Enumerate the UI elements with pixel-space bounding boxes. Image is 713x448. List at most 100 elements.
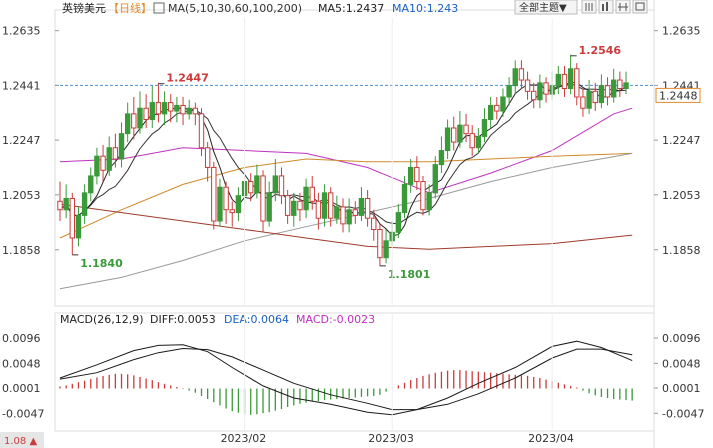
ma-legend-label: MA(5,10,30,60,100,200) — [168, 2, 302, 15]
candle-body — [574, 68, 580, 98]
ma-toggle-icon[interactable] — [153, 2, 165, 14]
table-icon[interactable] — [615, 0, 631, 14]
candle-body — [567, 68, 574, 90]
candle-body — [235, 195, 242, 214]
current-price-label: 1.2448 — [659, 89, 698, 102]
candle-body — [297, 200, 303, 211]
candle-body — [407, 166, 414, 185]
candle-body — [315, 200, 322, 219]
price-tick-label: 1.2247 — [662, 134, 701, 147]
candle-body — [512, 68, 518, 87]
candle-body — [500, 96, 506, 112]
candle-body — [223, 186, 229, 211]
candle-body — [217, 186, 223, 222]
candle-body — [555, 73, 562, 87]
candle-body — [168, 102, 174, 112]
candle-body — [531, 90, 537, 101]
grid-icon[interactable] — [581, 0, 597, 14]
candle-body — [112, 147, 119, 160]
theme-button-label: 全部主题▼ — [519, 1, 567, 14]
candle-body — [57, 200, 63, 211]
candle-body — [284, 195, 291, 216]
macd-tick-label-left: -0.0047 — [2, 407, 44, 420]
candle-body — [537, 82, 543, 101]
candle-body — [272, 175, 279, 194]
candle-body — [100, 155, 106, 171]
period-label[interactable]: 【日线】 — [108, 1, 152, 15]
candle-body — [432, 164, 438, 194]
annotation-label: 1.2447 — [166, 72, 208, 85]
x-tick-label: 2023/03 — [368, 432, 414, 445]
price-tick-label-left: 1.2053 — [2, 189, 41, 202]
candle-body — [266, 192, 272, 222]
ma100-line — [59, 152, 633, 290]
candle-body — [192, 107, 199, 115]
candle-body — [291, 200, 297, 216]
candle-body — [420, 181, 426, 211]
candle-body — [494, 104, 500, 112]
symbol-label: 英镑美元 — [62, 1, 106, 15]
macd-tick-label: 0.0048 — [662, 357, 701, 370]
macd-value: MACD:-0.0023 — [296, 313, 375, 326]
macd-tick-label: 0.0001 — [662, 382, 701, 395]
theme-button[interactable]: 全部主题▼ — [514, 0, 578, 15]
candle-body — [451, 127, 457, 143]
candle-body — [371, 217, 377, 231]
candle-body — [481, 119, 488, 137]
candle-body — [414, 166, 420, 183]
bar-chart-icon[interactable] — [598, 0, 614, 14]
x-tick-label: 2023/04 — [528, 432, 574, 445]
price-tick-label-left: 1.2635 — [2, 25, 41, 38]
candle-body — [260, 175, 266, 222]
price-tick-label-left: 1.2441 — [2, 79, 41, 92]
candle-body — [518, 68, 525, 81]
price-tick-label: 1.1858 — [662, 244, 701, 257]
candle-body — [346, 209, 352, 225]
candle-body — [487, 104, 494, 121]
candle-body — [604, 85, 611, 98]
ma60-line — [59, 152, 633, 239]
candle-body — [81, 192, 88, 216]
candle-body — [617, 79, 623, 90]
candle-body — [334, 206, 340, 219]
candle-body — [94, 155, 100, 177]
candle-body — [506, 85, 512, 98]
candle-body — [469, 133, 475, 149]
candle-body — [254, 175, 260, 194]
candle-body — [149, 102, 155, 121]
candle-body — [180, 104, 186, 115]
candle-body — [278, 175, 285, 197]
candle-body — [543, 82, 549, 95]
price-panel-frame — [54, 9, 655, 307]
candle-body — [63, 197, 69, 211]
price-tick-label-left: 1.1858 — [2, 244, 41, 257]
price-tick-label: 1.2053 — [662, 189, 701, 202]
layout-icon[interactable] — [632, 0, 648, 14]
candle-body — [186, 107, 192, 115]
candle-body — [358, 197, 365, 216]
candle-body — [229, 209, 235, 214]
macd-tick-label: 0.0096 — [662, 332, 701, 345]
candle-body — [118, 133, 125, 160]
candle-body — [401, 183, 408, 214]
candle-body — [598, 85, 605, 104]
candle-body — [561, 73, 568, 90]
candle-body — [124, 113, 131, 135]
candle-body — [303, 186, 309, 211]
macd-panel-frame — [54, 312, 655, 432]
current-price-tag — [655, 87, 701, 103]
ma5-value: MA5:1.2437 — [318, 2, 384, 15]
candle-body — [204, 147, 211, 168]
candle-body — [395, 212, 402, 233]
candle-body — [586, 90, 592, 109]
macd-tick-label: -0.0047 — [662, 407, 704, 420]
macd-dea: DEA:0.0064 — [224, 313, 289, 326]
candle-body — [592, 90, 598, 104]
ma10-value: MA10:1.243 — [392, 2, 458, 15]
diff-line — [59, 340, 633, 416]
candle-body — [383, 240, 389, 259]
candle-body — [174, 104, 180, 112]
candle-body — [352, 209, 359, 216]
candle-body — [69, 197, 76, 239]
